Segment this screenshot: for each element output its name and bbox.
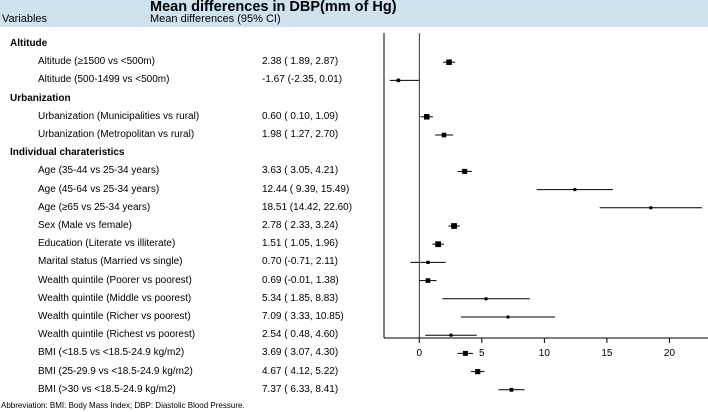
point-estimate: [451, 223, 457, 229]
point-estimate: [424, 114, 430, 120]
point-estimate: [573, 188, 576, 191]
point-estimate: [485, 297, 488, 300]
x-tick-label: 15: [601, 348, 613, 359]
point-estimate: [426, 261, 429, 264]
point-estimate: [450, 334, 453, 337]
x-tick-label: 10: [539, 348, 551, 359]
point-estimate: [649, 206, 652, 209]
x-tick-label: 5: [479, 348, 485, 359]
point-estimate: [442, 133, 447, 138]
point-estimate: [446, 59, 452, 65]
point-estimate: [462, 169, 467, 174]
point-estimate: [435, 241, 441, 247]
point-estimate: [506, 316, 509, 319]
forest-plot: 0 5 10 15 20: [0, 0, 708, 412]
point-estimate: [397, 79, 401, 83]
point-estimate: [426, 278, 431, 283]
point-estimate: [475, 369, 480, 374]
point-estimate: [463, 351, 468, 356]
point-estimate: [510, 388, 514, 392]
x-tick-label: 0: [416, 348, 422, 359]
footnote: Abbreviation: BMI: Body Mass Index; DBP:…: [1, 401, 245, 410]
x-tick-label: 20: [664, 348, 676, 359]
